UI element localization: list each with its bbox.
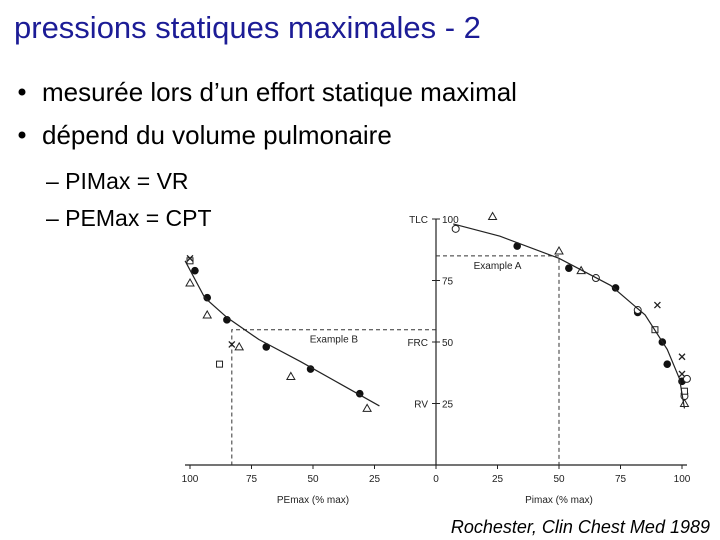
- x-tick-label: 100: [182, 474, 199, 485]
- point: [611, 284, 620, 292]
- point: [228, 341, 236, 348]
- point: [191, 266, 199, 275]
- x-tick-label: 50: [553, 474, 565, 485]
- y-marker-label: RV: [414, 400, 428, 411]
- example-guide: [231, 329, 436, 465]
- example-label: Example A: [474, 261, 522, 272]
- point: [554, 245, 564, 255]
- point: [223, 316, 231, 324]
- point: [362, 403, 372, 412]
- curve: [184, 260, 380, 407]
- point: [487, 211, 498, 221]
- point: [682, 374, 691, 383]
- slide-title: pressions statiques maximales - 2: [14, 10, 481, 45]
- bullet-dot: [18, 88, 26, 96]
- y-tick-label: 100: [442, 215, 459, 226]
- example-label: Example B: [310, 335, 359, 346]
- point: [216, 360, 224, 368]
- sub-bullet: – PEMax = CPT: [46, 205, 212, 231]
- point: [678, 353, 686, 361]
- citation: Rochester, Clin Chest Med 1989: [451, 517, 710, 537]
- y-tick-label: 75: [442, 277, 454, 288]
- point: [186, 254, 194, 262]
- sub-bullet: – PIMax = VR: [46, 168, 189, 194]
- x-tick-label: 50: [307, 474, 319, 485]
- y-marker-label: FRC: [407, 338, 428, 349]
- x-tick-label: 75: [246, 474, 258, 485]
- x-tick-label: 25: [369, 474, 381, 485]
- point: [203, 293, 212, 302]
- y-tick-label: 25: [442, 400, 454, 411]
- y-marker-label: TLC: [409, 215, 428, 226]
- point: [513, 242, 521, 250]
- point: [306, 365, 315, 373]
- y-tick-label: 50: [442, 338, 454, 349]
- point: [565, 264, 573, 273]
- x-tick-label: 100: [674, 474, 691, 485]
- example-guide: [436, 255, 560, 465]
- point: [202, 309, 213, 319]
- point: [285, 371, 296, 380]
- x-tick-label: 25: [492, 474, 504, 485]
- x-tick-label: 75: [615, 474, 627, 485]
- point: [678, 370, 686, 378]
- x-axis-label: PEmax (% max): [277, 495, 349, 506]
- x-axis-label: Pimax (% max): [525, 495, 593, 506]
- curve: [453, 223, 686, 409]
- figure: 100 75 50 25 0 25 50 75 100 25 50 75 100 TLC FRC RV PEma…: [182, 211, 691, 506]
- point: [451, 224, 460, 233]
- bullet: dépend du volume pulmonaire: [42, 120, 392, 150]
- x-tick-label: 0: [433, 474, 439, 485]
- point: [185, 277, 195, 287]
- bullet-dot: [18, 131, 26, 139]
- point: [663, 360, 672, 368]
- point: [234, 341, 245, 351]
- point: [653, 301, 661, 309]
- bullet: mesurée lors d’un effort statique maxima…: [42, 77, 517, 107]
- point: [633, 306, 642, 315]
